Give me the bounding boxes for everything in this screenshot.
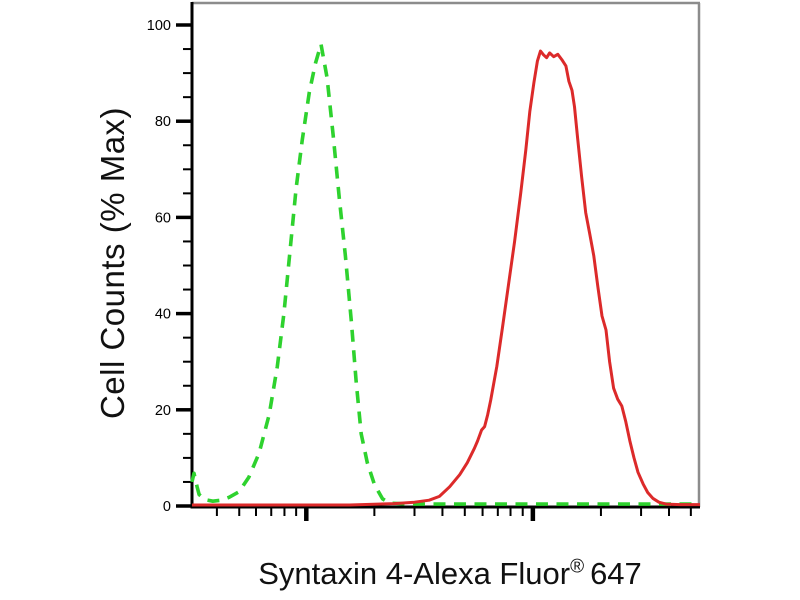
x-axis-title-suffix: 647 [590,556,642,591]
registered-trademark-symbol: ® [570,556,585,578]
series-negative-control-curve [190,42,700,506]
y-tick-label: 100 [147,18,171,34]
y-tick-label: 20 [155,403,171,419]
x-axis-title-main: Syntaxin 4-Alexa Fluor [258,556,571,591]
y-tick-label: 40 [155,307,171,323]
y-tick-label: 0 [163,499,171,515]
x-axis-title: Syntaxin 4-Alexa Fluor® 647 [100,556,800,592]
y-tick-label: 60 [155,210,171,226]
series-syntaxin4-alexa-fluor-647-curve [192,49,700,507]
y-tick-label: 80 [155,114,171,130]
